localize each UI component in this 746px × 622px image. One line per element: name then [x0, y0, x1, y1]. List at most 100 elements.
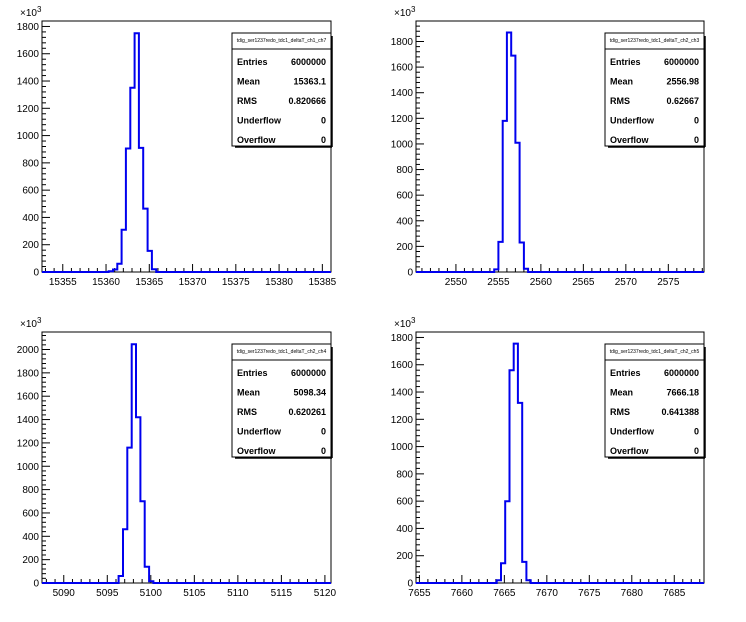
y-tick-label: 800 — [396, 165, 413, 176]
y-tick-label: 1200 — [391, 415, 414, 426]
y-tick-label: 400 — [22, 532, 39, 543]
stat-label: Overflow — [610, 135, 650, 145]
x-tick-label: 5120 — [314, 588, 337, 599]
stat-label: Entries — [237, 57, 268, 67]
stat-label: Underflow — [610, 427, 655, 437]
x-tick-label: 7655 — [408, 588, 431, 599]
x-tick-label: 15375 — [222, 277, 250, 288]
y-tick-label: 1400 — [391, 388, 414, 399]
x-tick-label: 2565 — [572, 277, 595, 288]
stats-box — [231, 343, 332, 458]
x-tick-label: 7680 — [621, 588, 644, 599]
y-tick-label: 800 — [396, 469, 413, 480]
y-exponent-label: ×103 — [20, 5, 42, 19]
y-tick-label: 0 — [33, 579, 39, 590]
x-tick-label: 15360 — [92, 277, 120, 288]
y-tick-label: 800 — [22, 485, 39, 496]
y-tick-label: 1200 — [17, 438, 40, 449]
histogram-title: tdig_ser1237redo_tdc1_deltaT_ch2_ch4 — [237, 349, 327, 355]
histogram-series — [42, 343, 331, 584]
y-tick-label: 1000 — [17, 131, 40, 142]
histogram-panel: 7655 7660 7665 7670 7675 7680 7685 0 200 400 600 80… — [391, 316, 706, 599]
y-tick-label: 600 — [396, 497, 413, 508]
y-tick-label: 1600 — [391, 360, 414, 371]
y-tick-label: 600 — [22, 508, 39, 519]
stat-value: 7666.18 — [666, 388, 699, 398]
x-tick-label: 15355 — [49, 277, 77, 288]
stat-label: Entries — [237, 368, 268, 378]
y-exponent-label: ×103 — [394, 316, 416, 330]
stat-value: 0 — [321, 135, 326, 145]
x-tick-label: 5095 — [96, 588, 119, 599]
stat-value: 0.641388 — [661, 407, 699, 417]
y-tick-label: 1200 — [391, 114, 414, 125]
x-tick-label: 5110 — [227, 588, 249, 599]
y-tick-label: 600 — [396, 191, 413, 202]
stat-label: Overflow — [237, 446, 277, 456]
stat-label: Entries — [610, 368, 641, 378]
y-tick-label: 1000 — [17, 462, 40, 473]
y-tick-label: 1800 — [391, 37, 414, 48]
x-tick-label: 2570 — [615, 277, 638, 288]
stat-value: 0.820666 — [288, 96, 326, 106]
y-tick-label: 600 — [22, 186, 39, 197]
stats-box — [604, 343, 705, 458]
y-tick-label: 1200 — [17, 104, 40, 115]
stat-label: RMS — [237, 407, 257, 417]
stat-value: 6000000 — [291, 368, 326, 378]
y-exponent-label: ×103 — [394, 5, 416, 19]
stat-label: Overflow — [610, 446, 650, 456]
x-tick-label: 15370 — [179, 277, 207, 288]
stat-label: Underflow — [237, 116, 282, 126]
x-tick-label: 7660 — [451, 588, 474, 599]
y-exponent-label: ×103 — [20, 316, 42, 330]
y-tick-label: 400 — [22, 213, 39, 224]
stat-value: 6000000 — [664, 57, 699, 67]
stat-value: 0 — [321, 446, 326, 456]
histogram-series — [42, 32, 331, 273]
x-tick-label: 2555 — [487, 277, 510, 288]
x-tick-label: 2560 — [530, 277, 553, 288]
stat-value: 6000000 — [291, 57, 326, 67]
y-tick-label: 1800 — [391, 333, 414, 344]
stats-box — [604, 32, 705, 147]
x-tick-label: 5115 — [271, 588, 293, 599]
y-tick-label: 1800 — [17, 368, 40, 379]
histogram-title: tdig_ser1237redo_tdc1_deltaT_ch2_ch3 — [610, 38, 700, 44]
x-tick-label: 2575 — [657, 277, 680, 288]
x-tick-label: 2550 — [445, 277, 468, 288]
y-tick-label: 1000 — [391, 139, 414, 150]
x-tick-label: 7665 — [493, 588, 516, 599]
y-tick-label: 200 — [396, 242, 413, 253]
stat-value: 0 — [321, 427, 326, 437]
stat-value: 5098.34 — [293, 388, 326, 398]
y-tick-label: 0 — [407, 579, 413, 590]
stat-label: RMS — [237, 96, 257, 106]
y-tick-label: 0 — [33, 268, 39, 279]
histogram-panel: 5090 5095 5100 5105 5110 5115 5120 0 200 400 600 80… — [17, 316, 337, 599]
histogram-title: tdig_ser1237redo_tdc1_deltaT_ch1_ch7 — [237, 38, 327, 44]
histogram-panel: 2550 2555 2560 2565 2570 2575 0 200 400 600 800 100… — [391, 5, 706, 288]
stat-value: 0 — [694, 446, 699, 456]
y-tick-label: 0 — [407, 268, 413, 279]
histogram-panel: 15355 15360 15365 15370 15375 15380 15385 0 200 4… — [17, 5, 337, 288]
stat-label: Mean — [237, 77, 260, 87]
stat-label: RMS — [610, 96, 630, 106]
stat-label: Mean — [610, 388, 633, 398]
stat-value: 0.620261 — [288, 407, 326, 417]
x-tick-label: 15385 — [308, 277, 336, 288]
y-tick-label: 400 — [396, 524, 413, 535]
x-tick-label: 15365 — [135, 277, 163, 288]
stat-label: Mean — [610, 77, 633, 87]
stats-box — [231, 32, 332, 147]
y-tick-label: 1000 — [391, 442, 414, 453]
stat-value: 2556.98 — [666, 77, 699, 87]
y-tick-label: 200 — [22, 555, 39, 566]
stat-label: Underflow — [237, 427, 282, 437]
histogram-title: tdig_ser1237redo_tdc1_deltaT_ch2_ch5 — [610, 349, 700, 355]
stat-label: Entries — [610, 57, 641, 67]
y-tick-label: 1800 — [17, 22, 40, 33]
x-tick-label: 15380 — [265, 277, 293, 288]
histogram-series — [416, 342, 704, 584]
